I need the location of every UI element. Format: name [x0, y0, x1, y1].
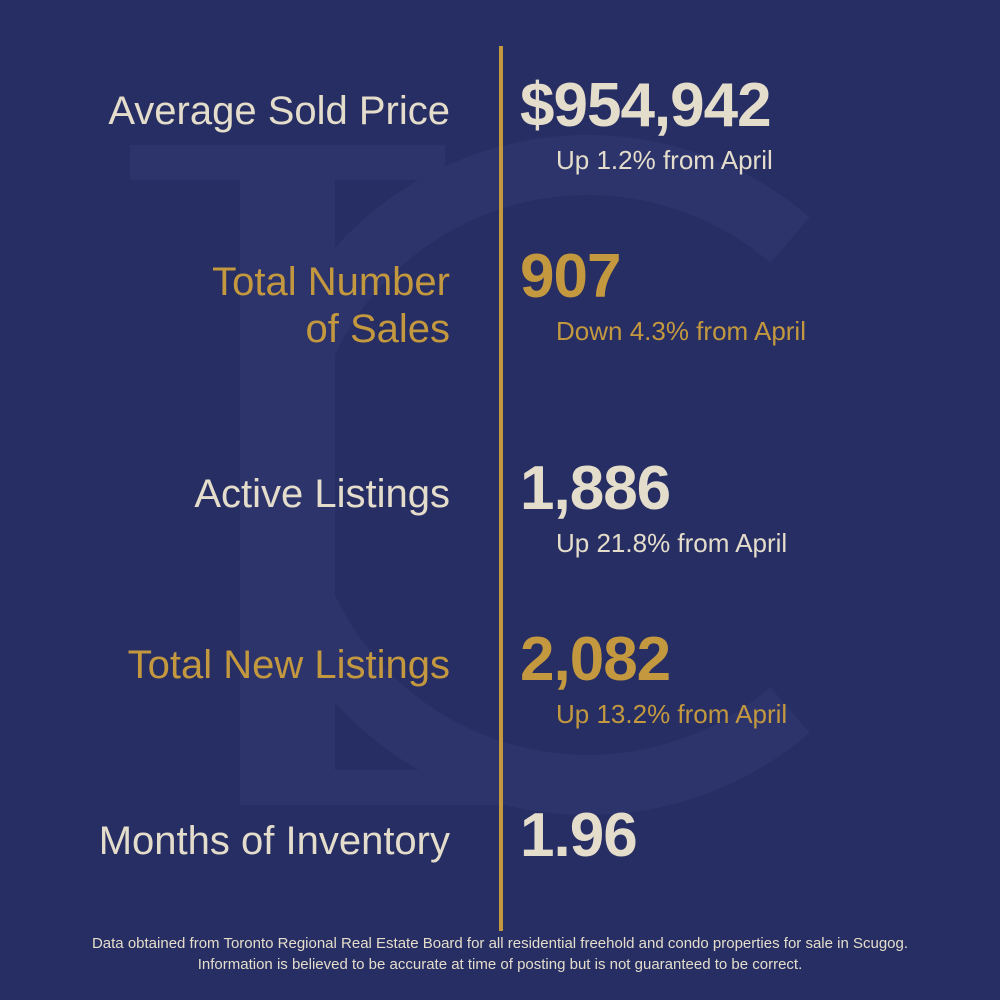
- metric-value: $954,942: [520, 70, 773, 141]
- metric-row: Active Listings 1,886 Up 21.8% from April: [0, 453, 1000, 559]
- metric-subtext: Up 1.2% from April: [520, 145, 773, 176]
- footer-line-2: Information is believed to be accurate a…: [60, 954, 940, 976]
- metric-row: Average Sold Price $954,942 Up 1.2% from A…: [0, 70, 1000, 176]
- metric-subtext: Down 4.3% from April: [520, 316, 806, 347]
- metric-value-block: 1.96: [480, 800, 637, 871]
- metric-value-block: $954,942 Up 1.2% from April: [480, 70, 773, 176]
- metric-value-block: 1,886 Up 21.8% from April: [480, 453, 787, 559]
- metric-value: 907: [520, 241, 806, 312]
- metric-label: Total New Listings: [0, 624, 480, 689]
- footer-line-1: Data obtained from Toronto Regional Real…: [60, 933, 940, 955]
- metric-row: Months of Inventory 1.96: [0, 800, 1000, 871]
- metric-row: Total New Listings 2,082 Up 13.2% from Apr…: [0, 624, 1000, 730]
- metrics-list: Average Sold Price $954,942 Up 1.2% from A…: [0, 70, 1000, 871]
- metric-label: Active Listings: [0, 453, 480, 518]
- metric-label: Average Sold Price: [0, 70, 480, 135]
- metric-value: 2,082: [520, 624, 787, 695]
- metric-label: Total Numberof Sales: [0, 241, 480, 353]
- metric-value-block: 907 Down 4.3% from April: [480, 241, 806, 347]
- metric-value: 1.96: [520, 800, 637, 871]
- metric-subtext: Up 21.8% from April: [520, 528, 787, 559]
- footer-text: Data obtained from Toronto Regional Real…: [0, 933, 1000, 977]
- metric-value: 1,886: [520, 453, 787, 524]
- metric-row: Total Numberof Sales 907 Down 4.3% from Ap…: [0, 241, 1000, 353]
- metric-subtext: Up 13.2% from April: [520, 699, 787, 730]
- metric-label: Months of Inventory: [0, 800, 480, 865]
- metric-value-block: 2,082 Up 13.2% from April: [480, 624, 787, 730]
